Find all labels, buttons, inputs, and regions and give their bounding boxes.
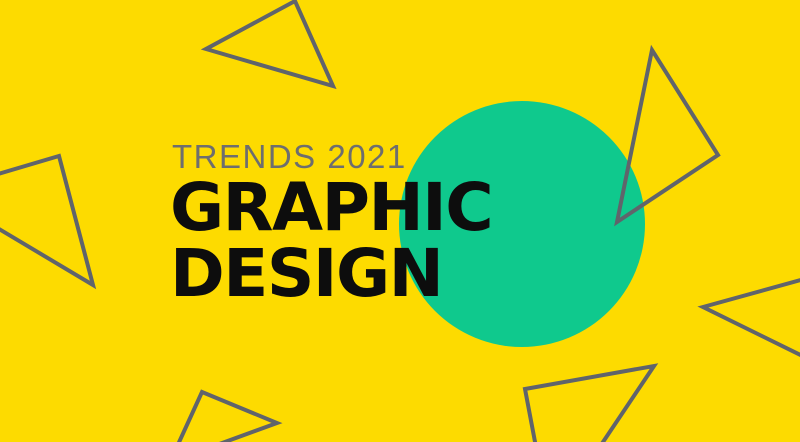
title-line-2: DESIGN bbox=[170, 235, 444, 312]
kicker-text: TRENDS 2021 bbox=[172, 138, 407, 175]
triangle-outline-left bbox=[0, 153, 97, 290]
poster-title: GRAPHIC DESIGN bbox=[170, 175, 494, 307]
green-circle bbox=[399, 101, 645, 347]
triangle-outline-bottom-middle bbox=[522, 363, 659, 442]
title-line-1: GRAPHIC bbox=[170, 169, 494, 246]
triangle-outline-right bbox=[614, 44, 721, 227]
triangle-outline-bottom-left bbox=[176, 389, 283, 442]
triangle-outline-bottom-right bbox=[697, 278, 800, 357]
triangle-outline-top bbox=[200, 0, 337, 90]
